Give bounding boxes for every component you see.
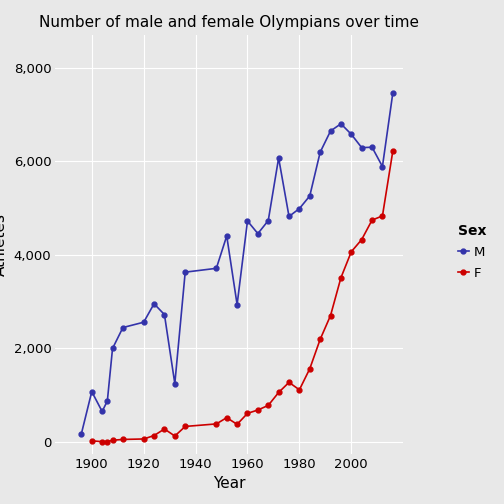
M: [120, 325, 126, 331]
M: [161, 311, 167, 318]
F: [265, 402, 271, 408]
F: [338, 275, 344, 281]
F: [151, 432, 157, 438]
M: [109, 345, 115, 351]
F: [307, 366, 313, 372]
M: [317, 149, 323, 155]
F: [359, 236, 365, 242]
M: [296, 206, 302, 212]
F: [161, 426, 167, 432]
F: [286, 380, 292, 386]
M: [286, 213, 292, 219]
F: [172, 433, 178, 439]
M: [359, 145, 365, 151]
Y-axis label: Athletes: Athletes: [0, 213, 8, 276]
M: [276, 155, 282, 161]
Legend: M, F: M, F: [450, 216, 494, 288]
M: [224, 233, 230, 239]
M: [104, 398, 110, 404]
F: [380, 213, 386, 219]
Line: F: F: [89, 149, 395, 444]
Title: Number of male and female Olympians over time: Number of male and female Olympians over…: [39, 15, 419, 30]
M: [328, 128, 334, 134]
M: [265, 218, 271, 224]
F: [328, 312, 334, 319]
F: [317, 336, 323, 342]
M: [255, 230, 261, 236]
M: [182, 269, 188, 275]
M: [244, 218, 250, 224]
M: [99, 408, 105, 414]
M: [307, 193, 313, 199]
M: [234, 301, 240, 307]
F: [244, 410, 250, 416]
M: [89, 389, 95, 395]
Line: M: M: [79, 91, 395, 436]
M: [338, 121, 344, 127]
F: [120, 436, 126, 443]
F: [213, 421, 219, 427]
M: [78, 430, 84, 436]
M: [380, 163, 386, 169]
M: [172, 381, 178, 387]
M: [348, 131, 354, 137]
F: [348, 248, 354, 255]
F: [89, 438, 95, 444]
M: [213, 265, 219, 271]
F: [276, 390, 282, 396]
F: [141, 436, 147, 442]
F: [390, 148, 396, 154]
M: [390, 90, 396, 96]
M: [141, 319, 147, 325]
F: [255, 407, 261, 413]
F: [99, 438, 105, 445]
F: [182, 423, 188, 429]
X-axis label: Year: Year: [213, 476, 245, 491]
F: [234, 421, 240, 427]
F: [296, 387, 302, 393]
F: [369, 217, 375, 223]
F: [224, 415, 230, 421]
F: [109, 437, 115, 443]
M: [151, 301, 157, 307]
F: [104, 438, 110, 445]
M: [369, 144, 375, 150]
